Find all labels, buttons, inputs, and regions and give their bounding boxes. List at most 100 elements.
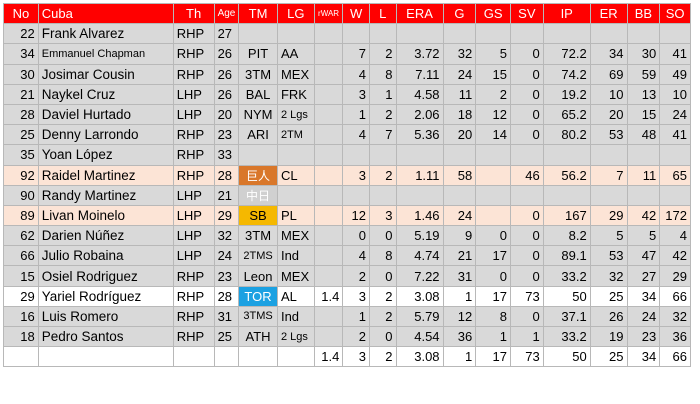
cell-ip: 37.1	[542, 305, 591, 328]
table-row: 30 Josimar Cousin RHP 26 3TM MEX 4 8 7.11 24 15 0 74…	[3, 63, 691, 85]
cell-age: 26	[213, 83, 240, 105]
cell-tm: 巨人	[238, 164, 278, 186]
cell-w: 3	[342, 285, 370, 307]
cell-rwar	[313, 23, 344, 45]
cell-so: 10	[659, 83, 691, 105]
cell-sv: 0	[510, 63, 544, 85]
cell-er	[589, 23, 628, 45]
col-header-so: SO	[659, 2, 691, 25]
totals-w: 3	[342, 346, 370, 368]
cell-er: 53	[589, 245, 628, 267]
cell-so: 41	[659, 43, 691, 65]
cell-rwar	[313, 245, 344, 267]
cell-name: Daviel Hurtado	[37, 103, 174, 126]
cell-l: 8	[368, 63, 397, 85]
cell-lg: AA	[276, 43, 315, 65]
cell-gs: 14	[475, 124, 511, 146]
cell-th: RHP	[172, 265, 215, 287]
cell-name: Denny Larrondo	[37, 124, 174, 146]
totals-no	[3, 346, 39, 368]
cell-no: 16	[3, 305, 39, 328]
cell-bb	[626, 144, 661, 166]
table-row: 92 Raidel Martinez RHP 28 巨人 CL 3 2 1.11 58 46 56.2…	[3, 164, 691, 186]
cell-ip: 65.2	[542, 103, 591, 126]
col-header-era: ERA	[395, 2, 444, 25]
cell-w: 1	[342, 103, 370, 126]
cell-g: 21	[442, 245, 477, 267]
cell-w: 12	[342, 204, 370, 227]
cell-lg: 2TM	[276, 124, 315, 146]
cell-rwar: 1.4	[313, 285, 344, 307]
cell-th: LHP	[172, 103, 215, 126]
cell-th: LHP	[172, 204, 215, 227]
cell-l	[368, 144, 397, 166]
cell-l: 1	[368, 83, 397, 105]
cell-l: 8	[368, 245, 397, 267]
cell-lg: PL	[276, 204, 315, 227]
cell-g	[442, 184, 477, 206]
table-row: 62 Darien Núñez LHP 32 3TM MEX 0 0 5.19 9 0 0 8.2 5 5 4	[3, 225, 691, 247]
cell-w: 4	[342, 245, 370, 267]
cell-name: Randy Martinez	[37, 184, 174, 206]
cell-g: 32	[442, 43, 477, 65]
cell-lg	[276, 184, 315, 206]
cell-tm: SB	[238, 204, 278, 227]
totals-so: 66	[659, 346, 691, 368]
cell-gs: 5	[475, 43, 511, 65]
cell-era: 7.22	[395, 265, 444, 287]
cell-no: 66	[3, 245, 39, 267]
cell-er: 32	[589, 265, 628, 287]
pitcher-stats-table: No Cuba Th Age TM LG rWAR W L ERA G GS S…	[3, 2, 691, 368]
cell-g: 11	[442, 83, 477, 105]
cell-so: 32	[659, 305, 691, 328]
cell-age: 23	[213, 265, 240, 287]
totals-row: 1.4 3 2 3.08 1 17 73 50 25 34 66	[3, 346, 691, 368]
cell-g: 20	[442, 124, 477, 146]
cell-th: RHP	[172, 23, 215, 45]
totals-lg	[276, 346, 315, 368]
cell-no: 90	[3, 184, 39, 206]
cell-er	[589, 184, 628, 206]
cell-so: 172	[659, 204, 691, 227]
cell-era: 5.79	[395, 305, 444, 328]
cell-rwar	[313, 265, 344, 287]
cell-er: 20	[589, 103, 628, 126]
cell-tm: 中日	[238, 184, 278, 206]
cell-ip	[542, 144, 591, 166]
cell-age: 28	[213, 285, 240, 307]
totals-th	[172, 346, 215, 368]
table-row: 22 Frank Alvarez RHP 27	[3, 23, 691, 45]
cell-er: 34	[589, 43, 628, 65]
cell-l: 2	[368, 43, 397, 65]
cell-age: 32	[213, 225, 240, 247]
cell-w: 2	[342, 265, 370, 287]
cell-g: 24	[442, 63, 477, 85]
cell-g	[442, 144, 477, 166]
cell-ip: 167	[542, 204, 591, 227]
cell-l: 7	[368, 124, 397, 146]
cell-age: 33	[213, 144, 240, 166]
cell-sv: 0	[510, 225, 544, 247]
cell-no: 21	[3, 83, 39, 105]
totals-gs: 17	[475, 346, 511, 368]
cell-age: 23	[213, 124, 240, 146]
cell-era: 2.06	[395, 103, 444, 126]
cell-th: LHP	[172, 184, 215, 206]
cell-no: 89	[3, 204, 39, 227]
cell-gs: 17	[475, 285, 511, 307]
cell-sv: 73	[510, 285, 544, 307]
cell-so: 49	[659, 63, 691, 85]
cell-rwar	[313, 204, 344, 227]
col-header-gs: GS	[475, 2, 511, 25]
cell-name: Julio Robaina	[37, 245, 174, 267]
totals-tm	[238, 346, 278, 368]
cell-g: 24	[442, 204, 477, 227]
cell-w: 7	[342, 43, 370, 65]
cell-bb	[626, 23, 661, 45]
cell-tm: PIT	[238, 43, 278, 65]
cell-tm: 3TM	[238, 63, 278, 85]
cell-name: Yoan López	[37, 144, 174, 166]
cell-lg: MEX	[276, 63, 315, 85]
cell-l: 2	[368, 164, 397, 186]
cell-lg: 2 Lgs	[276, 103, 315, 126]
